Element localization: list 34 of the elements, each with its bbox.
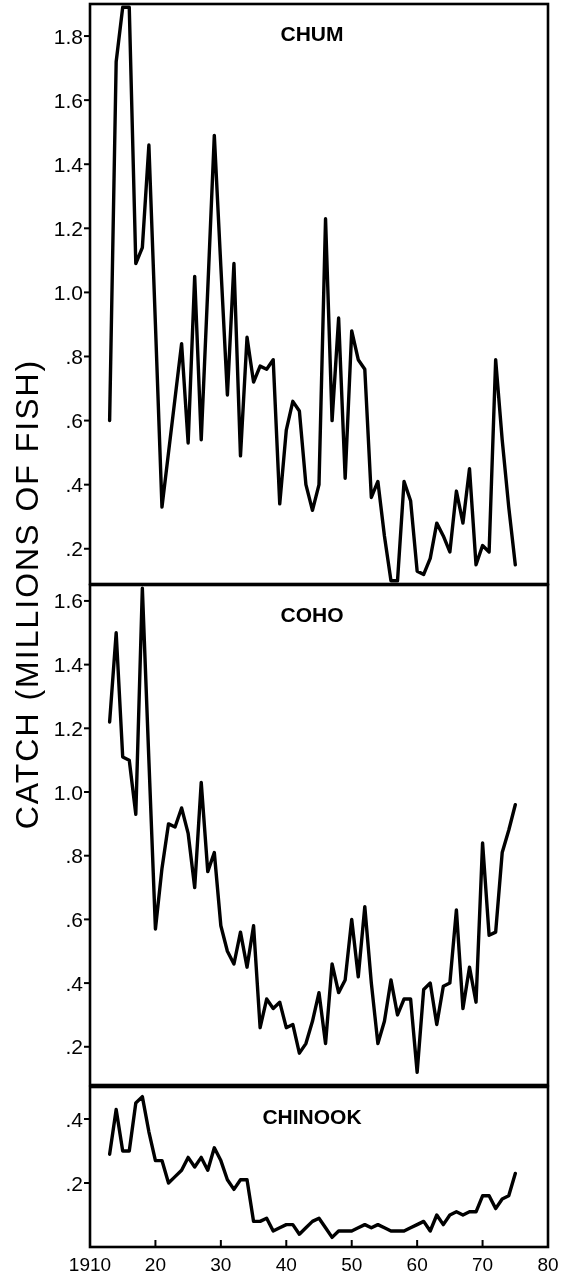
x-tick-label: 60	[406, 1254, 428, 1275]
y-tick-label: 1.4	[53, 653, 84, 677]
y-tick-label: 1.2	[53, 216, 83, 240]
x-tick-label: 20	[144, 1254, 166, 1275]
y-tick-label: 1.0	[53, 780, 83, 804]
y-tick-label: .4	[65, 1107, 84, 1131]
text: CHINOOK	[262, 1105, 362, 1128]
x-tick-label: 70	[472, 1254, 494, 1275]
y-tick-label: .6	[65, 409, 83, 433]
text: COHO	[280, 603, 344, 626]
x-tick-label: 40	[275, 1254, 297, 1275]
y-tick-label: .6	[65, 907, 83, 931]
y-tick-label: .4	[65, 473, 84, 497]
y-tick-label: 1.8	[53, 24, 83, 48]
y-axis-title: CATCH (MILLIONS OF FISH)	[9, 358, 45, 830]
y-tick-label: 1.0	[53, 280, 83, 304]
y-tick-label: 1.4	[53, 152, 84, 176]
x-tick-label: 30	[210, 1254, 232, 1275]
line-series	[107, 1094, 517, 1240]
x-tick-label: 80	[537, 1254, 559, 1275]
y-tick-label: 1.2	[53, 716, 83, 740]
line-series	[107, 5, 517, 583]
y-tick-label: .4	[65, 971, 84, 995]
y-tick-label: 1.6	[53, 88, 83, 112]
y-tick-label: .8	[65, 345, 83, 369]
y-tick-label: .2	[65, 1035, 83, 1059]
y-tick-label: .8	[65, 844, 83, 868]
y-tick-label: .2	[65, 1171, 83, 1195]
line-series	[107, 586, 517, 1074]
text: CHUM	[280, 22, 344, 45]
y-tick-label: .2	[65, 537, 83, 561]
x-tick-label: 50	[341, 1254, 363, 1275]
x-tick-label: 1910	[68, 1254, 112, 1275]
y-tick-label: 1.6	[53, 589, 83, 613]
